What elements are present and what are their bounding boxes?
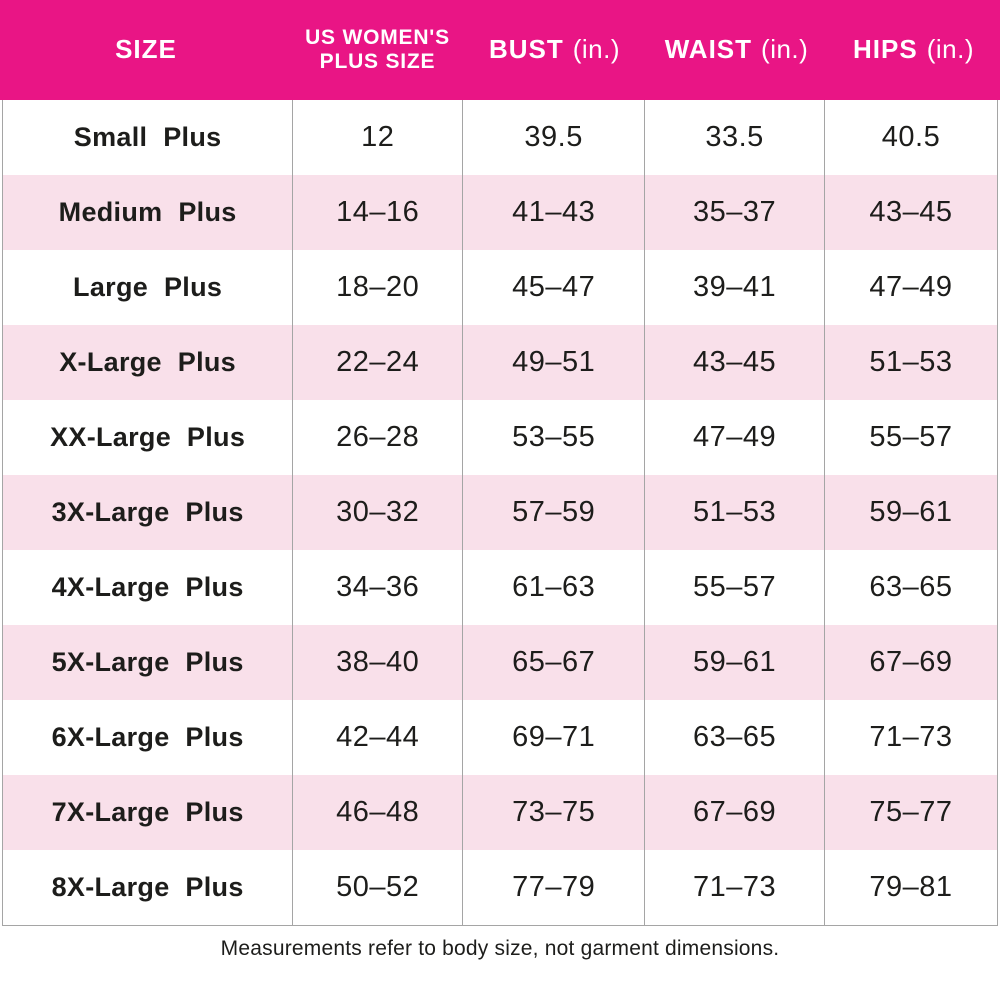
table-row-8x-large-plus: 8X-Large Plus 50–52 77–79 71–73 79–81 [3, 850, 997, 925]
cell-size-label: X-Large Plus [3, 325, 294, 400]
table-row-medium-plus: Medium Plus 14–16 41–43 35–37 43–45 [3, 175, 997, 250]
cell-hips: 75–77 [869, 796, 953, 828]
table-row-small-plus: Small Plus 12 39.5 33.5 40.5 [3, 100, 997, 175]
cell-waist: 51–53 [645, 475, 825, 550]
table-row-large-plus: Large Plus 18–20 45–47 39–41 47–49 [3, 250, 997, 325]
header-cell-size: SIZE [0, 34, 292, 65]
header-unit-bust: (in.) [572, 34, 621, 65]
cell-hips: 55–57 [869, 421, 953, 453]
cell-hips: 47–49 [869, 271, 953, 303]
cell-us-plus-size: 42–44 [293, 700, 464, 775]
cell-us-plus-size: 22–24 [293, 325, 464, 400]
cell-waist: 43–45 [645, 325, 825, 400]
cell-hips: 67–69 [869, 646, 953, 678]
table-row-x-large-plus: X-Large Plus 22–24 49–51 43–45 51–53 [3, 325, 997, 400]
cell-bust: 39.5 [463, 100, 646, 175]
cell-size-label: 6X-Large Plus [3, 700, 294, 775]
cell-waist: 33.5 [645, 100, 825, 175]
cell-size-label: Medium Plus [3, 175, 294, 250]
cell-us-plus-size: 50–52 [293, 850, 464, 925]
cell-hips: 51–53 [869, 346, 953, 378]
header-cell-hips: HIPS (in.) [827, 34, 1000, 65]
cell-us-plus-size: 38–40 [293, 625, 464, 700]
cell-waist: 59–61 [645, 625, 825, 700]
cell-us-plus-size: 12 [293, 100, 464, 175]
footer-note: Measurements refer to body size, not gar… [220, 937, 780, 960]
cell-us-plus-size: 46–48 [293, 775, 464, 850]
table-row-7x-large-plus: 7X-Large Plus 46–48 73–75 67–69 75–77 [3, 775, 997, 850]
header-unit-hips: (in.) [926, 34, 974, 65]
cell-size-label: 3X-Large Plus [3, 475, 294, 550]
header-label-us-plus-size: US WOMEN'S PLUS SIZE [305, 25, 450, 73]
cell-hips: 40.5 [881, 121, 941, 153]
cell-waist: 39–41 [645, 250, 825, 325]
cell-waist: 47–49 [645, 400, 825, 475]
cell-size-label: Small Plus [3, 100, 294, 175]
cell-bust: 69–71 [463, 700, 646, 775]
cell-hips: 71–73 [869, 721, 953, 753]
header-label-bust: BUST [488, 34, 564, 65]
cell-waist: 67–69 [645, 775, 825, 850]
header-cell-bust: BUST (in.) [463, 34, 646, 65]
cell-bust: 65–67 [463, 625, 646, 700]
cell-waist: 35–37 [645, 175, 825, 250]
cell-waist: 71–73 [645, 850, 825, 925]
cell-hips: 59–61 [869, 496, 953, 528]
cell-bust: 53–55 [463, 400, 646, 475]
table-row-4x-large-plus: 4X-Large Plus 34–36 61–63 55–57 63–65 [3, 550, 997, 625]
cell-size-label: XX-Large Plus [3, 400, 294, 475]
header-label-hips: HIPS [853, 34, 918, 65]
cell-bust: 49–51 [463, 325, 646, 400]
cell-waist: 55–57 [645, 550, 825, 625]
cell-size-label: 7X-Large Plus [3, 775, 294, 850]
header-cell-us-plus-size: US WOMEN'S PLUS SIZE [292, 26, 463, 74]
cell-waist: 63–65 [645, 700, 825, 775]
cell-bust: 45–47 [463, 250, 646, 325]
cell-bust: 77–79 [463, 850, 646, 925]
footer: Measurements refer to body size, not gar… [0, 926, 1000, 1000]
table-body: Small Plus 12 39.5 33.5 40.5 Medium Plus… [2, 100, 998, 926]
cell-bust: 61–63 [463, 550, 646, 625]
cell-hips: 63–65 [869, 571, 953, 603]
cell-bust: 57–59 [463, 475, 646, 550]
cell-us-plus-size: 18–20 [293, 250, 464, 325]
cell-size-label: Large Plus [3, 250, 294, 325]
table-row-6x-large-plus: 6X-Large Plus 42–44 69–71 63–65 71–73 [3, 700, 997, 775]
header-label-waist: WAIST [664, 34, 753, 65]
table-row-xx-large-plus: XX-Large Plus 26–28 53–55 47–49 55–57 [3, 400, 997, 475]
cell-size-label: 4X-Large Plus [3, 550, 294, 625]
cell-size-label: 8X-Large Plus [3, 850, 294, 925]
cell-bust: 73–75 [463, 775, 646, 850]
header-cell-waist: WAIST (in.) [646, 34, 827, 65]
cell-hips: 79–81 [869, 871, 953, 903]
header-unit-waist: (in.) [761, 34, 809, 65]
cell-size-label: 5X-Large Plus [3, 625, 294, 700]
cell-bust: 41–43 [463, 175, 646, 250]
cell-us-plus-size: 34–36 [293, 550, 464, 625]
cell-us-plus-size: 26–28 [293, 400, 464, 475]
table-row-5x-large-plus: 5X-Large Plus 38–40 65–67 59–61 67–69 [3, 625, 997, 700]
cell-us-plus-size: 30–32 [293, 475, 464, 550]
header-row: SIZE US WOMEN'S PLUS SIZE BUST (in.) WAI… [0, 0, 1000, 100]
cell-hips: 43–45 [869, 196, 953, 228]
header-label-size: SIZE [115, 34, 177, 65]
table-row-3x-large-plus: 3X-Large Plus 30–32 57–59 51–53 59–61 [3, 475, 997, 550]
cell-us-plus-size: 14–16 [293, 175, 464, 250]
